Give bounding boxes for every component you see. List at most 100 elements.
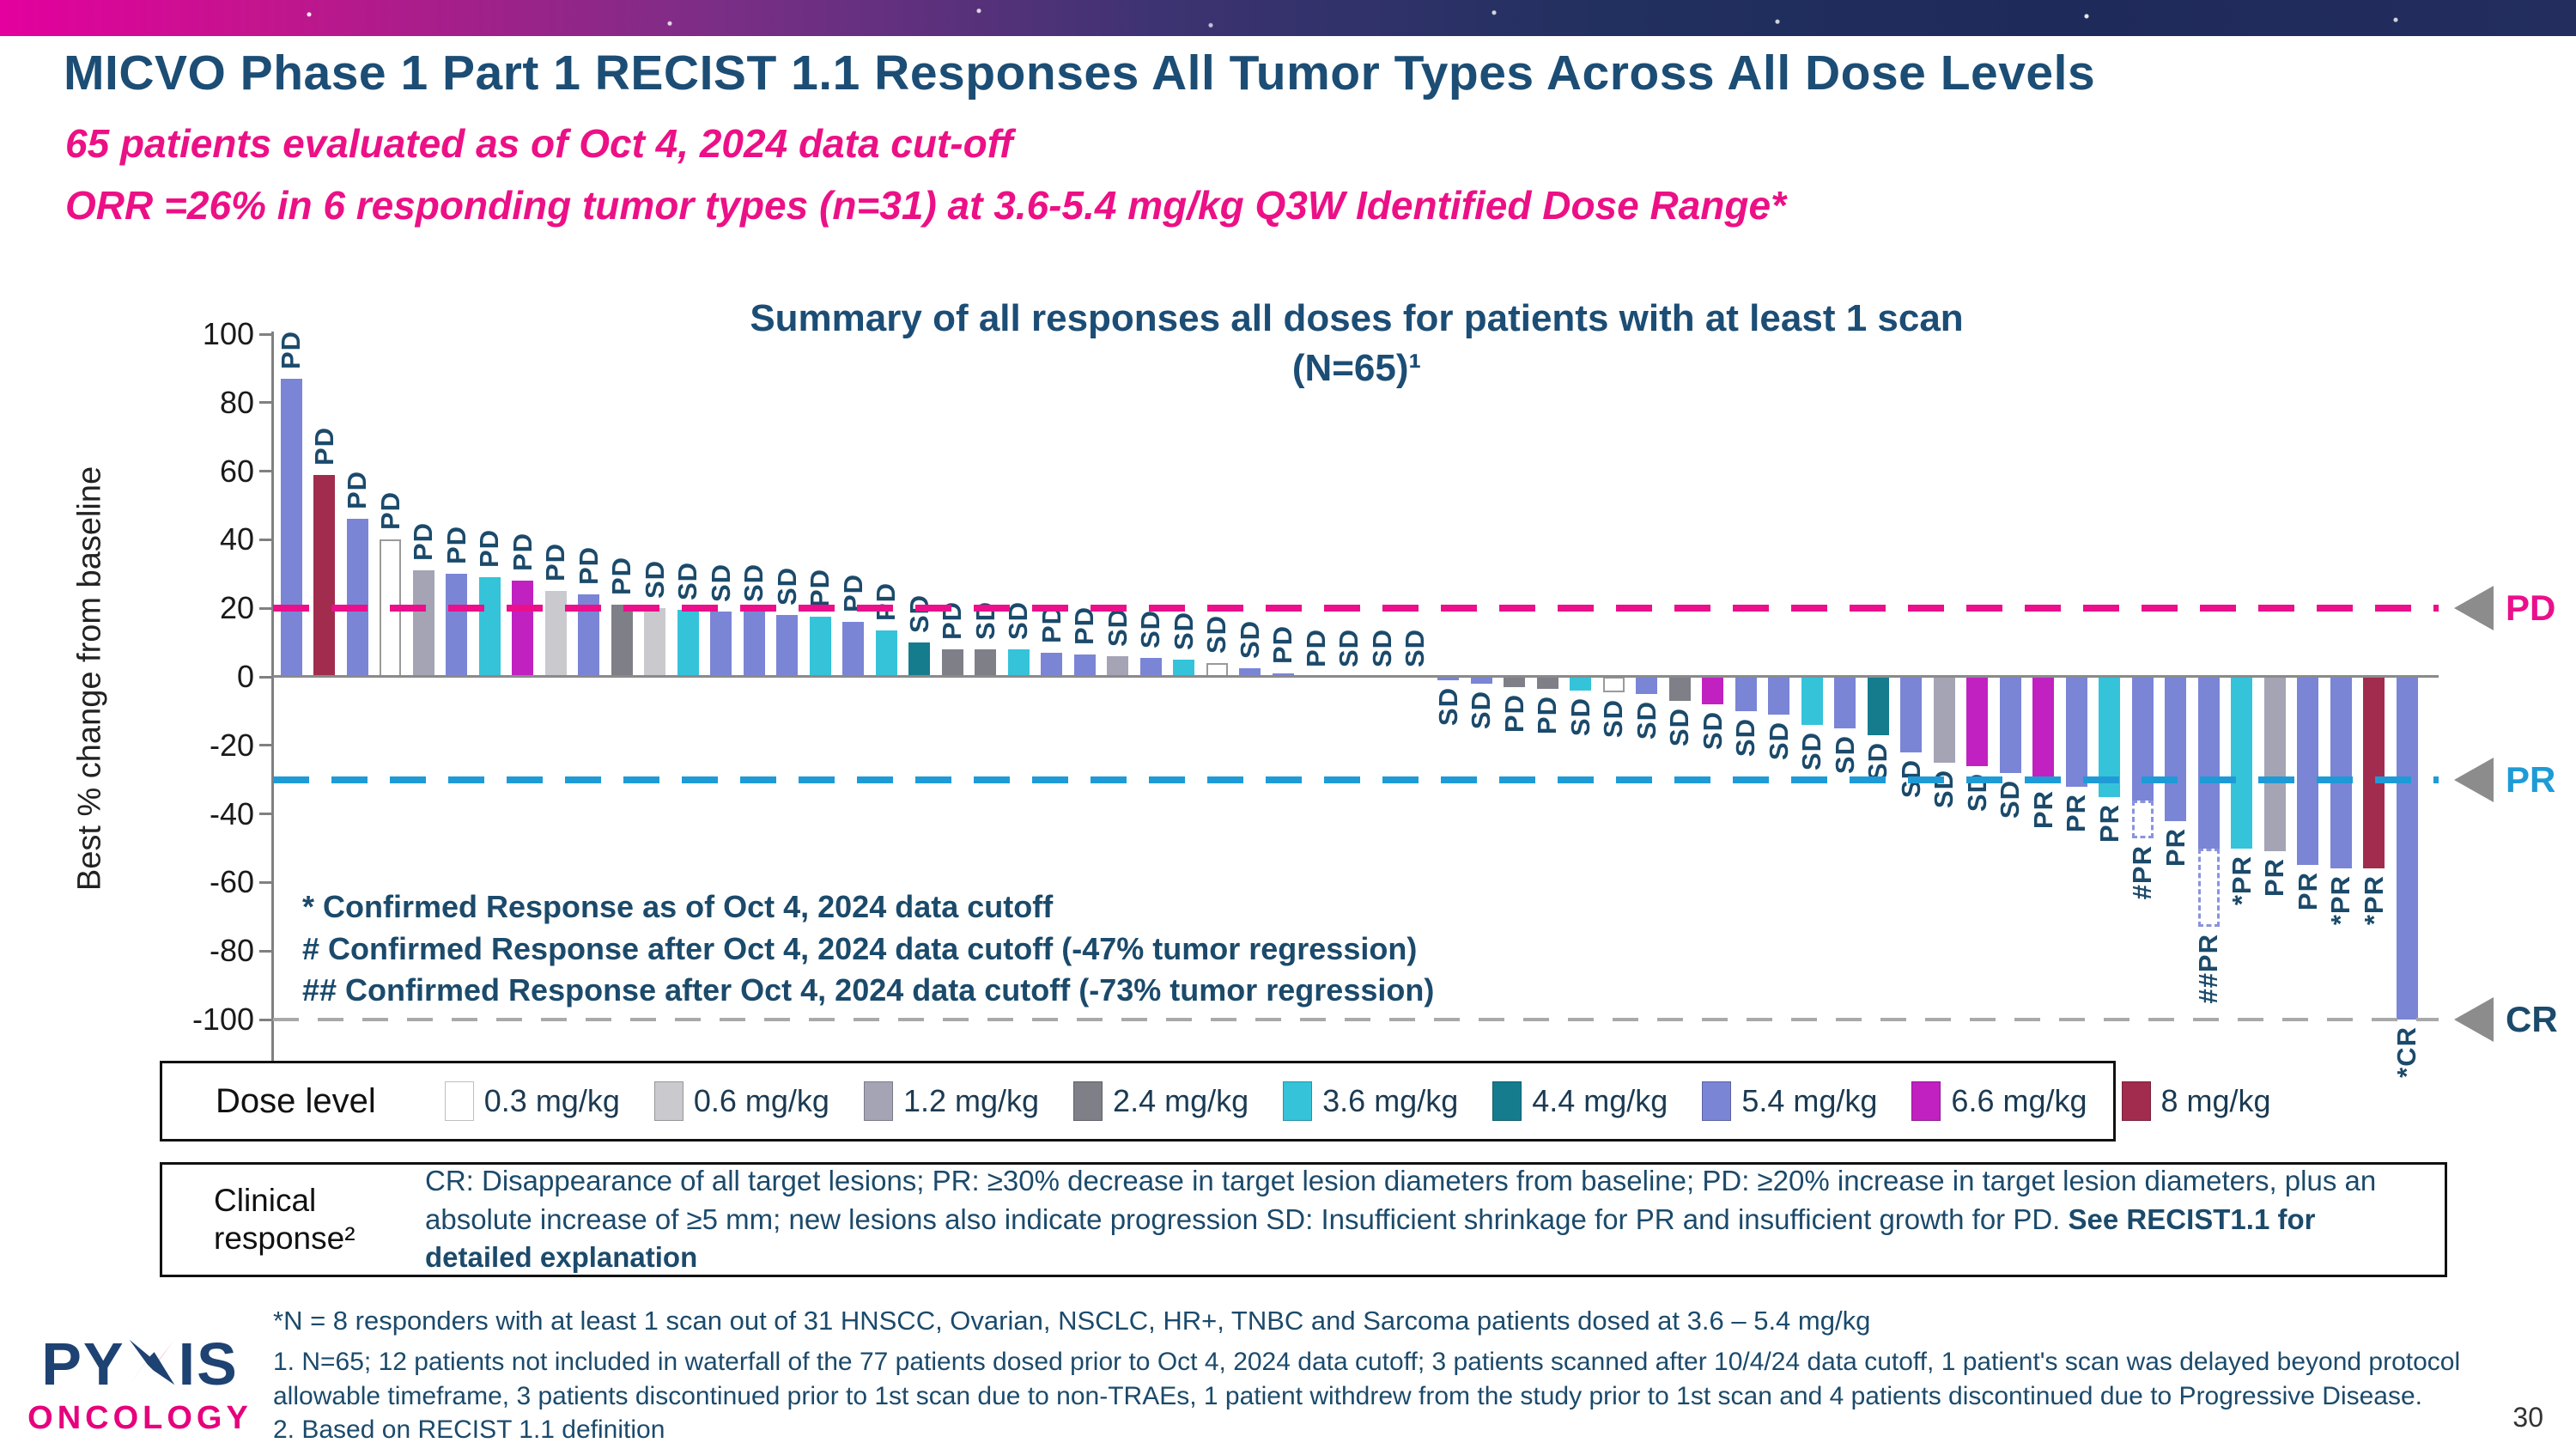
bar-response-label: PD (375, 491, 406, 534)
y-axis-tick-label: 0 (236, 659, 254, 694)
bar-response-label: SD (640, 560, 671, 603)
bar-response-label: *PR (2227, 855, 2257, 910)
bar-response-label: SD (1764, 721, 1795, 764)
waterfall-bar (1801, 677, 1823, 725)
legend-item: 8 mg/kg (2121, 1081, 2271, 1121)
waterfall-bar (1702, 677, 1723, 704)
bar-response-text: PD (871, 582, 901, 622)
confirmed-response-annotations: * Confirmed Response as of Oct 4, 2024 d… (302, 886, 1434, 1012)
y-axis-line (271, 332, 274, 1072)
legend-item-label: 8 mg/kg (2160, 1083, 2271, 1118)
bar-response-label: PD (276, 331, 307, 374)
bar-response-text: PR (2160, 827, 2190, 867)
bar-response-text: SD (1168, 611, 1199, 651)
legend-item: 2.4 mg/kg (1073, 1081, 1249, 1121)
bar-response-label: PD (507, 533, 538, 575)
waterfall-bar (1900, 677, 1922, 752)
waterfall-bar (1107, 656, 1128, 677)
y-axis-tick-label: 80 (219, 384, 254, 420)
logo-wordmark: PY IS (24, 1330, 256, 1398)
waterfall-bar (412, 570, 434, 677)
confirmed-response-extension (2197, 848, 2220, 928)
bar-response-text: PD (1267, 624, 1297, 664)
waterfall-bar (809, 617, 831, 677)
logo-text-is: IS (178, 1330, 239, 1397)
legend-item: 6.6 mg/kg (1911, 1081, 2087, 1121)
bar-response-label: PD (408, 522, 439, 565)
bar-response-label: SD (772, 567, 803, 610)
bar-response-label: SD (1698, 711, 1728, 754)
waterfall-bar (2363, 677, 2385, 869)
reference-line-pd (273, 605, 2439, 612)
bar-response-label: PD (1069, 606, 1100, 649)
legend-item: 5.4 mg/kg (1702, 1081, 1877, 1121)
bar-response-label: PD (441, 526, 472, 569)
bar-response-text: SD (771, 567, 802, 606)
bar-response-text: SD (1862, 741, 1893, 781)
chart-title-line1: Summary of all responses all doses for p… (750, 297, 1964, 339)
reference-line-cr (273, 1018, 2439, 1021)
pyxis-oncology-logo: PY IS ONCOLOGY (24, 1330, 256, 1437)
bar-response-text: *CR (2391, 1026, 2421, 1078)
y-axis-tick (259, 1018, 272, 1021)
bar-response-text: PD (1532, 695, 1562, 735)
waterfall-bar (512, 581, 533, 677)
bar-response-text: SD (1564, 697, 1595, 737)
bar-response-label: SD (1466, 691, 1497, 734)
y-axis-tick-label: -80 (209, 933, 254, 969)
bar-response-text: PD (805, 569, 835, 608)
bar-response-label: SD (1565, 697, 1596, 740)
bar-response-label: PD (540, 543, 571, 586)
waterfall-bar (677, 610, 699, 677)
bar-response-label: SD (1664, 708, 1695, 751)
waterfall-bar (1999, 677, 2021, 773)
bar-response-text: *PR (2325, 875, 2355, 926)
bar-response-text: SD (1400, 628, 1430, 667)
legend-item-label: 0.3 mg/kg (483, 1083, 620, 1118)
bar-response-text: SD (738, 563, 769, 603)
y-axis-tick (259, 949, 272, 953)
bar-response-label: SD (1433, 687, 1464, 730)
waterfall-bar (842, 622, 864, 677)
bar-response-label: SD (672, 562, 703, 605)
reference-line-pr (273, 776, 2439, 783)
bar-response-text: SD (1763, 721, 1794, 760)
legend-item-label: 5.4 mg/kg (1741, 1083, 1878, 1118)
bar-response-label: SD (1235, 620, 1266, 663)
annotation-line: ## Confirmed Response after Oct 4, 2024 … (302, 972, 1435, 1008)
compass-star-icon (127, 1337, 177, 1391)
bar-response-text: PD (374, 491, 405, 531)
waterfall-bar (1570, 677, 1591, 691)
bar-response-text: PD (408, 522, 438, 562)
page-number: 30 (2512, 1402, 2543, 1433)
reference-label-pr: PR (2506, 758, 2556, 800)
waterfall-bar (1834, 677, 1856, 728)
waterfall-bar (1504, 677, 1525, 687)
y-axis-tick-label: -20 (209, 727, 254, 763)
legend-item: 4.4 mg/kg (1492, 1081, 1668, 1121)
waterfall-bar (2032, 677, 2054, 783)
zero-baseline (273, 675, 2439, 678)
top-banner-gradient (0, 0, 2576, 36)
logo-subtitle: ONCOLOGY (27, 1400, 252, 1436)
bar-response-label: *CR (2391, 1026, 2422, 1082)
bar-response-label: PR (2293, 872, 2324, 915)
bar-response-text: SD (1730, 717, 1760, 757)
waterfall-bar (346, 519, 368, 677)
reference-label-cr: CR (2506, 999, 2558, 1039)
logo-text-py: PY (41, 1330, 125, 1397)
bar-response-text: PR (2259, 858, 2289, 898)
waterfall-bar (644, 608, 665, 677)
bar-response-text: ##PR (2193, 934, 2223, 1004)
legend-swatch (1492, 1081, 1522, 1121)
bar-response-label: *PR (2325, 875, 2356, 929)
bar-response-label: PR (2094, 804, 2125, 847)
bar-response-text: SD (1598, 698, 1628, 739)
legend-items: 0.3 mg/kg 0.6 mg/kg 1.2 mg/kg 2.4 mg/kg 3.6 … (444, 1081, 2271, 1121)
legend-swatch (1911, 1081, 1941, 1121)
bar-response-label: SD (1598, 699, 1629, 742)
bar-response-label: PD (1532, 696, 1563, 739)
waterfall-bar (1768, 677, 1789, 715)
bar-response-text: SD (1102, 607, 1133, 648)
